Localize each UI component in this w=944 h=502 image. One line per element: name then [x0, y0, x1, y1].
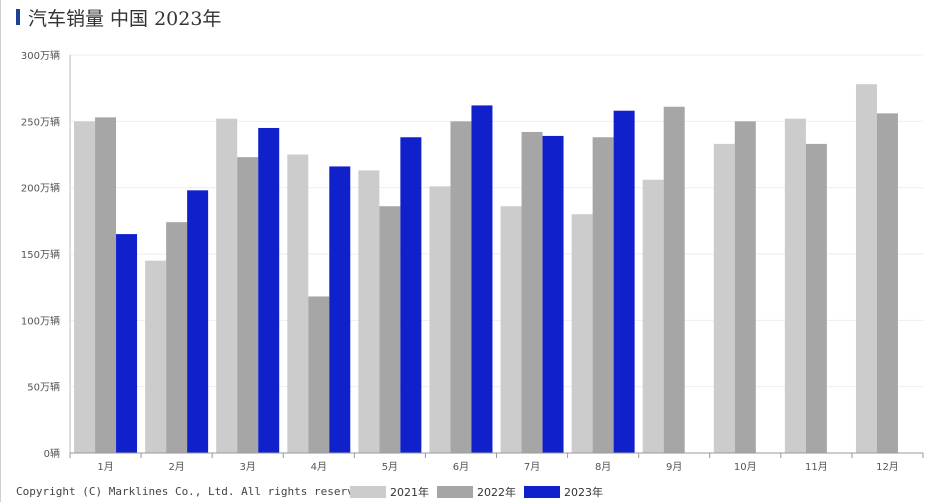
bar-2021年-1月[interactable] [74, 121, 96, 453]
bar-2021年-5月[interactable] [358, 170, 380, 454]
legend-swatch-2021 [350, 486, 386, 498]
bar-2023年-6月[interactable] [471, 105, 493, 453]
x-tick-label: 4月 [311, 461, 327, 473]
x-tick-label: 11月 [805, 461, 828, 473]
bar-2022年-6月[interactable] [450, 121, 472, 453]
bar-2023年-1月[interactable] [116, 234, 138, 453]
bar-2021年-3月[interactable] [216, 118, 238, 454]
legend-label-2022: 2022年 [477, 486, 516, 499]
bar-2022年-8月[interactable] [592, 137, 614, 453]
copyright-text: Copyright (C) Marklines Co., Ltd. All ri… [16, 485, 374, 498]
grid-lines [70, 54, 923, 388]
x-tick-label: 10月 [734, 461, 757, 473]
bar-2022年-4月[interactable] [308, 296, 330, 453]
bar-2021年-11月[interactable] [784, 118, 806, 454]
legend-item-2023[interactable]: 2023年 [524, 484, 603, 500]
bar-2021年-7月[interactable] [500, 206, 522, 453]
title-accent-bar [16, 9, 20, 25]
bar-2021年-12月[interactable] [855, 84, 877, 453]
y-tick-label: 0辆 [44, 447, 60, 460]
bar-2021年-4月[interactable] [287, 154, 309, 454]
x-tick-label: 3月 [240, 461, 256, 473]
y-tick-label: 100万辆 [21, 314, 60, 327]
bar-2022年-7月[interactable] [521, 131, 543, 454]
x-tick-label: 5月 [382, 461, 398, 473]
axes: 0辆 50万辆 100万辆 150万辆 200万辆 250万辆 300万辆 1月 2月 3月 4月 5… [21, 49, 924, 473]
legend-swatch-2023 [524, 486, 560, 498]
x-tick-label: 2月 [168, 461, 184, 473]
x-tick-label: 6月 [453, 461, 469, 473]
bar-2023年-7月[interactable] [542, 135, 564, 453]
bar-2023年-5月[interactable] [400, 137, 422, 453]
bar-2022年-10月[interactable] [734, 121, 756, 453]
bar-2023年-4月[interactable] [329, 166, 351, 453]
y-tick-label: 50万辆 [27, 381, 60, 394]
bar-2022年-5月[interactable] [379, 206, 401, 453]
y-tick-label: 250万辆 [21, 115, 60, 128]
frame-left-border [0, 0, 1, 502]
chart-title: 汽车销量 中国 2023年 [28, 8, 222, 30]
x-tick-label: 8月 [595, 461, 611, 473]
bars [74, 84, 898, 454]
y-tick-label: 300万辆 [21, 49, 60, 62]
x-tick-label: 9月 [666, 461, 682, 473]
bar-2022年-1月[interactable] [95, 117, 117, 453]
legend-item-2021[interactable]: 2021年 [350, 484, 429, 500]
bar-2023年-2月[interactable] [187, 190, 209, 453]
bar-2021年-10月[interactable] [713, 143, 735, 454]
legend-label-2021: 2021年 [390, 486, 429, 499]
legend-label-2023: 2023年 [564, 486, 603, 499]
y-tick-label: 150万辆 [21, 248, 60, 261]
x-tick-label: 12月 [876, 461, 899, 473]
bar-2021年-2月[interactable] [145, 260, 167, 453]
bar-2022年-11月[interactable] [805, 143, 827, 454]
bar-2022年-9月[interactable] [663, 106, 685, 454]
bar-2023年-8月[interactable] [613, 110, 635, 453]
chart-legend: 2021年 2022年 2023年 [350, 484, 611, 500]
x-tick-label: 1月 [97, 461, 113, 473]
bar-2021年-8月[interactable] [571, 214, 593, 453]
bar-2023年-3月[interactable] [258, 127, 280, 453]
legend-swatch-2022 [437, 486, 473, 498]
x-tick-label: 7月 [524, 461, 540, 473]
bar-2022年-2月[interactable] [166, 222, 188, 453]
bar-2022年-12月[interactable] [876, 113, 898, 453]
bar-2021年-6月[interactable] [429, 186, 451, 453]
bar-2021年-9月[interactable] [642, 179, 664, 453]
y-tick-label: 200万辆 [21, 182, 60, 195]
bar-2022年-3月[interactable] [237, 157, 259, 454]
legend-item-2022[interactable]: 2022年 [437, 484, 516, 500]
